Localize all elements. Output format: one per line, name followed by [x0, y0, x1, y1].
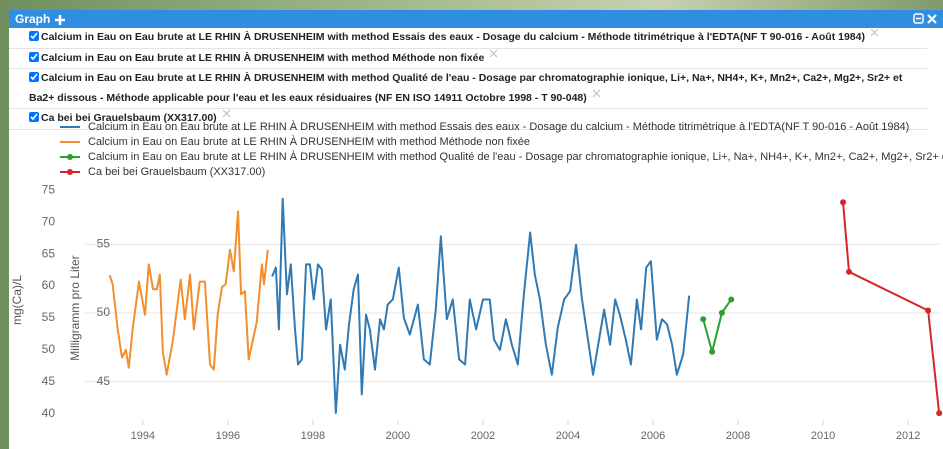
y-tick-label: 50 — [97, 305, 111, 319]
series-label: Ca bei bei Grauelsbaum (XX317.00) — [41, 112, 217, 124]
legend-marker — [67, 154, 73, 160]
graph-panel: Graph Calcium in Eau on Eau brute at LE … — [9, 10, 943, 449]
series-checkbox[interactable] — [29, 72, 39, 82]
data-point — [728, 296, 735, 303]
series-line — [271, 197, 691, 414]
y2-tick-label: 70 — [42, 214, 56, 228]
series-label: Calcium in Eau on Eau brute at LE RHIN À… — [41, 51, 485, 64]
legend-label: Calcium in Eau on Eau brute at LE RHIN À… — [88, 150, 943, 163]
series-label: Calcium in Eau on Eau brute at LE RHIN À… — [41, 31, 865, 43]
y-axis-title: Milligramm pro Liter — [68, 255, 82, 360]
legend-label: Calcium in Eau on Eau brute at LE RHIN À… — [88, 120, 909, 133]
x-tick-label: 1994 — [131, 430, 155, 442]
data-point — [709, 348, 716, 355]
y-tick-label: 45 — [97, 374, 111, 388]
y2-tick-label: 40 — [42, 406, 56, 420]
legend-marker — [67, 169, 73, 175]
y-tick-label: 55 — [97, 237, 111, 251]
x-tick-label: 2002 — [471, 430, 495, 442]
legend-label: Calcium in Eau on Eau brute at LE RHIN À… — [88, 135, 530, 148]
series-label: Calcium in Eau on Eau brute at LE RHIN À… — [29, 72, 903, 104]
series-checkbox[interactable] — [29, 51, 39, 62]
remove-icon[interactable] — [590, 89, 602, 99]
series-row: Calcium in Eau on Eau brute at LE RHIN À… — [9, 28, 927, 49]
data-point — [700, 316, 707, 323]
x-tick-label: 2012 — [896, 430, 920, 442]
x-tick-label: 2000 — [386, 430, 410, 442]
x-tick-label: 2008 — [726, 430, 750, 442]
legend-label: Ca bei bei Grauelsbaum (XX317.00) — [88, 166, 265, 178]
series-line — [842, 202, 941, 414]
series-line — [702, 298, 733, 353]
panel-header: Graph — [9, 10, 943, 28]
data-point — [936, 410, 943, 417]
y2-tick-label: 65 — [42, 246, 56, 260]
data-point — [718, 309, 725, 316]
add-icon[interactable] — [54, 14, 66, 26]
series-row: Calcium in Eau on Eau brute at LE RHIN À… — [9, 69, 927, 109]
y2-tick-label: 50 — [42, 342, 56, 356]
y2-tick-label: 55 — [42, 310, 56, 324]
x-tick-label: 2010 — [811, 430, 835, 442]
panel-title: Graph — [15, 12, 51, 26]
y2-tick-label: 45 — [42, 374, 56, 388]
x-tick-label: 2004 — [556, 430, 580, 442]
y2-tick-label: 75 — [42, 183, 56, 197]
series-list: Calcium in Eau on Eau brute at LE RHIN À… — [9, 28, 927, 130]
x-tick-label: 2006 — [641, 430, 665, 442]
series-row: Ca bei bei Grauelsbaum (XX317.00) — [9, 109, 927, 130]
series-row: Calcium in Eau on Eau brute at LE RHIN À… — [9, 49, 927, 69]
y2-axis-title: mg(Ca)/L — [10, 275, 24, 325]
data-point — [925, 307, 932, 314]
y2-tick-label: 60 — [42, 278, 56, 292]
data-point — [846, 268, 853, 275]
window-controls[interactable] — [913, 13, 939, 25]
data-point — [840, 199, 847, 206]
x-tick-label: 1996 — [216, 430, 240, 442]
x-tick-label: 1998 — [301, 430, 325, 442]
series-checkbox[interactable] — [29, 31, 39, 41]
series-checkbox[interactable] — [29, 112, 39, 122]
remove-icon[interactable] — [868, 28, 880, 38]
remove-icon[interactable] — [220, 109, 232, 119]
series-line — [108, 210, 269, 376]
remove-icon[interactable] — [487, 49, 499, 59]
